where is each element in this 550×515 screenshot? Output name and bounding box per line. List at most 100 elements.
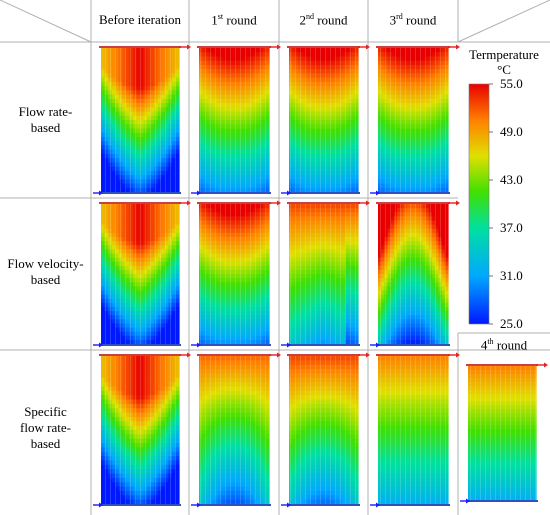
temperature-panel	[191, 44, 281, 196]
column-header-suffix: rd	[396, 12, 403, 21]
inlet-manifold	[376, 192, 450, 194]
temperature-panel	[370, 200, 460, 348]
inlet-arrow	[370, 190, 380, 196]
colorbar	[468, 83, 493, 325]
outlet-arrow	[358, 200, 370, 206]
row-label-line: based	[30, 120, 61, 135]
inlet-arrow	[191, 502, 201, 508]
temperature-panel	[191, 200, 281, 348]
row-label-line: Specific	[24, 404, 67, 419]
column-header-main: 2	[299, 12, 306, 28]
colorbar-tick-label: 43.0	[500, 172, 523, 187]
column-header-main: 3	[389, 12, 397, 28]
temperature-panel	[281, 44, 370, 196]
column-header: 2nd round	[279, 12, 368, 28]
colorbar-title-line1: Termperature	[469, 47, 539, 62]
colorbar-tick-label: 25.0	[500, 316, 523, 331]
inlet-arrow	[460, 498, 470, 504]
outlet-manifold	[99, 354, 181, 356]
grid-diagonal	[457, 0, 550, 43]
inlet-arrow	[93, 342, 103, 348]
row-label: Specific flow rate-based	[0, 404, 91, 452]
outlet-arrow	[269, 352, 281, 358]
colorbar-gradient	[468, 83, 490, 325]
inlet-arrow	[370, 502, 380, 508]
inlet-manifold	[197, 192, 271, 194]
column-header: 1st round	[189, 12, 279, 28]
outlet-manifold	[376, 202, 450, 204]
inlet-manifold	[466, 500, 538, 502]
outlet-arrow	[358, 44, 370, 50]
row-label-line: based	[30, 272, 61, 287]
row-label-line: flow rate-	[20, 420, 71, 435]
outlet-arrow	[179, 352, 191, 358]
column-header-rest: round	[402, 12, 437, 28]
inlet-manifold	[99, 344, 181, 346]
colorbar-tick-label: 55.0	[500, 76, 523, 91]
outlet-manifold	[376, 46, 450, 48]
outlet-manifold	[287, 46, 360, 48]
outlet-manifold	[287, 202, 360, 204]
inlet-arrow	[281, 190, 291, 196]
temperature-panel	[93, 44, 191, 196]
inlet-manifold	[99, 504, 181, 506]
column-header-main: 4	[480, 337, 488, 353]
inlet-manifold	[197, 504, 271, 506]
column-header: Before iteration	[91, 12, 189, 28]
column-header-suffix: st	[217, 12, 224, 21]
outlet-arrow	[269, 44, 281, 50]
colorbar-tick-label: 31.0	[500, 268, 523, 283]
row-label-line: based	[30, 436, 61, 451]
row-label: Flow rate-based	[0, 104, 91, 136]
outlet-manifold	[287, 354, 360, 356]
temperature-panel	[93, 352, 191, 508]
outlet-manifold	[197, 354, 271, 356]
inlet-manifold	[99, 192, 181, 194]
temperature-panel	[460, 362, 548, 504]
colorbar-title-unit: °C	[497, 62, 511, 77]
column-header-suffix: nd	[305, 12, 314, 21]
temperature-panel	[191, 352, 281, 508]
outlet-arrow	[179, 44, 191, 50]
inlet-manifold	[376, 504, 450, 506]
inlet-arrow	[281, 342, 291, 348]
column-header-rest: round	[313, 12, 348, 28]
outlet-arrow	[536, 362, 548, 368]
column-header-rest: round	[223, 12, 257, 28]
outlet-manifold	[99, 202, 181, 204]
temperature-panel	[93, 200, 191, 348]
column-header-main: Before iteration	[99, 12, 181, 27]
colorbar-tick-label: 49.0	[500, 124, 523, 139]
temperature-panel	[281, 352, 370, 508]
inlet-manifold	[287, 192, 360, 194]
inlet-manifold	[197, 344, 271, 346]
inlet-arrow	[370, 342, 380, 348]
column-header: 3rd round	[368, 12, 458, 28]
outlet-arrow	[358, 352, 370, 358]
panels	[93, 44, 548, 508]
outlet-arrow	[448, 44, 460, 50]
temperature-panel	[281, 200, 370, 348]
column-header-suffix: th	[487, 337, 494, 346]
outlet-manifold	[197, 202, 271, 204]
row-label-line: Flow rate-	[18, 104, 73, 119]
inlet-arrow	[93, 190, 103, 196]
inlet-manifold	[287, 344, 360, 346]
inlet-manifold	[376, 344, 450, 346]
temperature-panel	[370, 352, 460, 508]
row-label: Flow velocity-based	[0, 256, 91, 288]
outlet-arrow	[269, 200, 281, 206]
outlet-manifold	[197, 46, 271, 48]
outlet-manifold	[376, 354, 450, 356]
inlet-arrow	[191, 342, 201, 348]
inlet-arrow	[191, 190, 201, 196]
column-header: 4th round	[458, 337, 550, 353]
colorbar-tick-label: 37.0	[500, 220, 523, 235]
inlet-arrow	[281, 502, 291, 508]
outlet-arrow	[448, 352, 460, 358]
inlet-arrow	[93, 502, 103, 508]
column-header-rest: round	[493, 337, 528, 353]
